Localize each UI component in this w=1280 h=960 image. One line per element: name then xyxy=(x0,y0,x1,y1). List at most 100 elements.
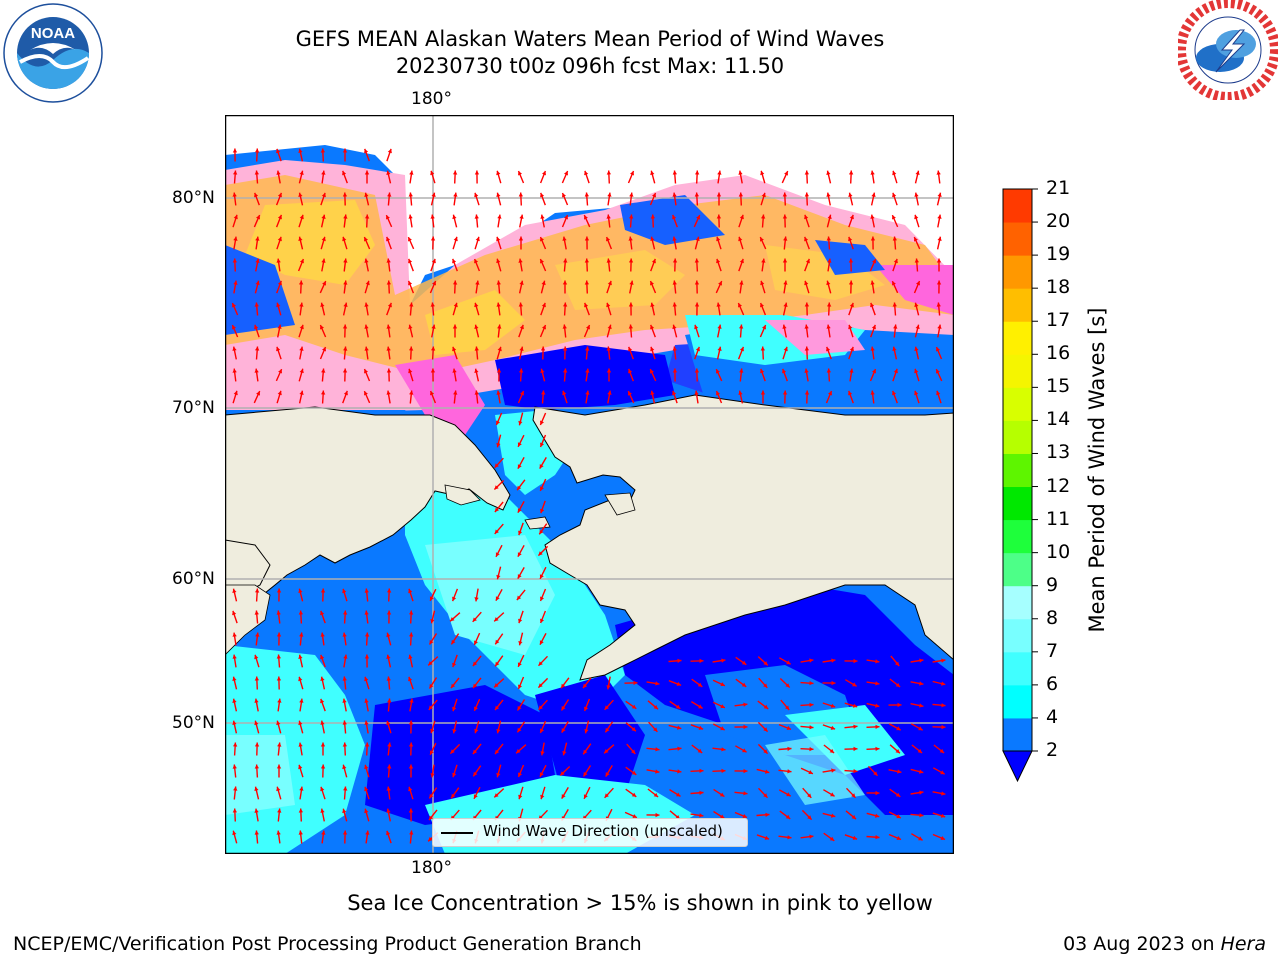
wave-arrow-head xyxy=(896,726,901,731)
wave-arrow-head xyxy=(342,808,347,814)
wave-arrow-head xyxy=(851,793,856,798)
wave-arrow-head xyxy=(849,302,854,308)
wave-arrow-head xyxy=(826,280,831,286)
wave-arrow-head xyxy=(694,280,700,285)
wave-arrow-head xyxy=(518,258,523,263)
wave-arrow-head xyxy=(607,280,612,286)
wave-arrow-head xyxy=(298,808,303,813)
wave-arrow-head xyxy=(739,346,744,352)
noaa-logo: NOAA xyxy=(3,3,103,103)
wave-arrow-head xyxy=(560,771,565,776)
wave-arrow-head xyxy=(940,770,945,775)
wave-arrow-head xyxy=(472,617,477,622)
wave-arrow-head xyxy=(473,794,478,799)
lat-label-50: 50°N xyxy=(172,713,215,733)
wave-arrow-head xyxy=(343,786,348,791)
wave-arrow-head xyxy=(343,280,348,285)
wave-arrow-head xyxy=(870,170,875,175)
wave-arrow-head xyxy=(540,192,545,198)
wave-arrow-head xyxy=(782,390,788,395)
wave-arrow-head xyxy=(364,170,370,175)
wave-arrow-head xyxy=(364,676,369,682)
wave-arrow-head xyxy=(804,368,809,373)
wave-arrow-head xyxy=(496,368,502,373)
wave-arrow-head xyxy=(918,726,923,731)
wave-arrow-head xyxy=(919,703,924,708)
wave-arrow-head xyxy=(584,280,589,285)
wave-arrow-head xyxy=(717,170,722,175)
wave-arrow-head xyxy=(254,764,259,769)
wave-arrow-head xyxy=(233,214,238,220)
wave-arrow-head xyxy=(277,742,282,747)
colorbar xyxy=(1002,188,1038,783)
wave-arrow-head xyxy=(386,676,391,681)
wave-arrow-head xyxy=(517,727,522,733)
wave-arrow-head xyxy=(914,258,919,263)
wave-arrow-head xyxy=(785,705,790,710)
wave-arrow-head xyxy=(606,258,611,263)
wave-arrow-head xyxy=(672,192,677,197)
wave-arrow-head xyxy=(872,259,876,264)
wave-arrow-head xyxy=(919,813,924,818)
wave-arrow-head xyxy=(765,769,770,774)
wave-arrow-head xyxy=(653,727,658,732)
wave-arrow-head xyxy=(604,705,609,710)
colorbar-segment xyxy=(1003,354,1032,388)
wave-arrow-head xyxy=(941,724,946,730)
wave-arrow-head xyxy=(826,236,831,241)
chart-subtitle: 20230730 t00z 096h fcst Max: 11.50 xyxy=(395,54,785,78)
wave-arrow-head xyxy=(276,764,282,769)
map-legend: Wind Wave Direction (unscaled) xyxy=(432,818,748,847)
wave-arrow-head xyxy=(694,192,699,197)
wave-arrow-head xyxy=(518,684,522,689)
wave-arrow-head xyxy=(452,346,457,352)
wave-arrow-head xyxy=(387,698,392,703)
wave-arrow-head xyxy=(809,725,814,730)
wave-arrow-head xyxy=(830,813,836,818)
wave-arrow-head xyxy=(607,192,612,197)
wave-arrow-head xyxy=(299,698,304,703)
wave-arrow-head xyxy=(386,654,391,659)
wave-arrow-head xyxy=(650,390,655,395)
wave-arrow-head xyxy=(494,529,499,534)
wave-arrow-head xyxy=(474,390,479,395)
wave-arrow-head xyxy=(298,610,303,615)
wave-arrow-head xyxy=(739,214,744,220)
wave-arrow-head xyxy=(276,830,281,835)
wave-arrow-head xyxy=(541,280,546,286)
wave-arrow-head xyxy=(629,280,634,285)
wave-arrow-head xyxy=(496,390,501,395)
wave-arrow-head xyxy=(785,814,791,819)
wave-arrow-head xyxy=(763,727,768,732)
wave-arrow-head xyxy=(320,676,325,681)
wave-arrow-head xyxy=(892,302,897,307)
wave-arrow-head xyxy=(563,302,568,307)
wave-arrow-head xyxy=(496,729,501,734)
wave-arrow-head xyxy=(716,258,721,264)
wave-arrow-head xyxy=(452,706,457,712)
wave-arrow-head xyxy=(430,391,435,396)
lon-label-top: 180° xyxy=(411,89,452,109)
colorbar-segment xyxy=(1003,618,1032,653)
wave-arrow-head xyxy=(254,808,259,813)
wave-arrow-head xyxy=(450,617,455,622)
wave-arrow-head xyxy=(540,794,545,800)
wave-arrow-head xyxy=(342,170,347,176)
wave-arrow-head xyxy=(936,369,940,374)
wave-arrow-head xyxy=(540,596,544,601)
wave-arrow-head xyxy=(452,596,457,602)
wave-arrow-head xyxy=(232,368,237,373)
wave-arrow-head xyxy=(695,170,700,175)
wave-arrow-head xyxy=(918,836,923,841)
wave-arrow-head xyxy=(699,813,704,818)
wave-arrow-head xyxy=(516,595,522,601)
wave-arrow-head xyxy=(914,214,919,220)
wave-arrow-head xyxy=(672,258,678,263)
wave-arrow-head xyxy=(408,808,414,813)
wave-arrow-head xyxy=(276,302,281,308)
wave-arrow-head xyxy=(232,676,237,681)
wave-arrow-head xyxy=(676,725,682,730)
wave-arrow-head xyxy=(386,368,392,373)
wave-arrow-head xyxy=(299,259,304,264)
wave-arrow-head xyxy=(562,390,567,396)
